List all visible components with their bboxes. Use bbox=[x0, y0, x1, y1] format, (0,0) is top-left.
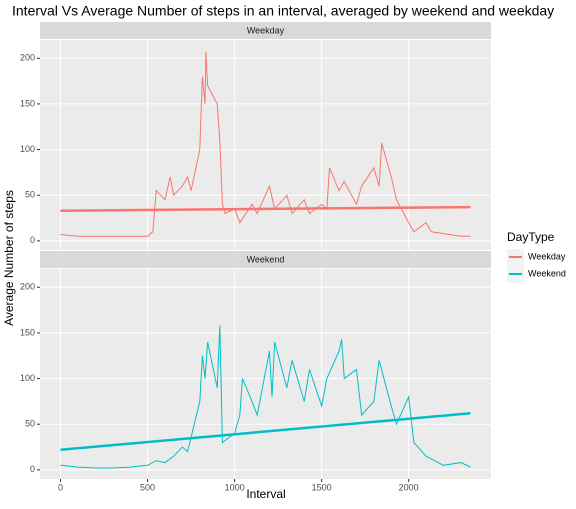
x-tick-label: 0 bbox=[58, 482, 63, 492]
y-tick-label: 100 bbox=[20, 373, 35, 383]
y-tick-label: 100 bbox=[20, 144, 35, 154]
y-tick-label: 150 bbox=[20, 327, 35, 337]
legend-label: Weekday bbox=[528, 251, 566, 261]
trend-line bbox=[60, 412, 471, 452]
x-tick-label: 1500 bbox=[312, 482, 332, 492]
y-axis-label: Average Number of steps bbox=[2, 190, 16, 326]
panel-background bbox=[40, 40, 491, 250]
y-tick-label: 0 bbox=[30, 235, 35, 245]
chart-title: Interval Vs Average Number of steps in a… bbox=[12, 3, 554, 19]
y-tick-label: 0 bbox=[30, 464, 35, 474]
y-tick-label: 50 bbox=[25, 190, 35, 200]
x-axis-label: Interval bbox=[246, 487, 285, 501]
strip-label: Weekday bbox=[247, 25, 285, 35]
trend-line bbox=[60, 205, 471, 212]
strip bbox=[40, 22, 491, 39]
x-tick-label: 1000 bbox=[225, 482, 245, 492]
strip bbox=[40, 251, 491, 268]
legend-label: Weekend bbox=[528, 268, 566, 278]
x-tick-label: 500 bbox=[140, 482, 155, 492]
strip-label: Weekend bbox=[247, 254, 285, 264]
y-tick-label: 150 bbox=[20, 98, 35, 108]
y-tick-label: 200 bbox=[20, 53, 35, 63]
y-tick-label: 50 bbox=[25, 419, 35, 429]
x-tick-label: 2000 bbox=[399, 482, 419, 492]
legend-title: DayType bbox=[507, 230, 555, 244]
y-tick-label: 200 bbox=[20, 282, 35, 292]
data-line bbox=[60, 325, 471, 469]
